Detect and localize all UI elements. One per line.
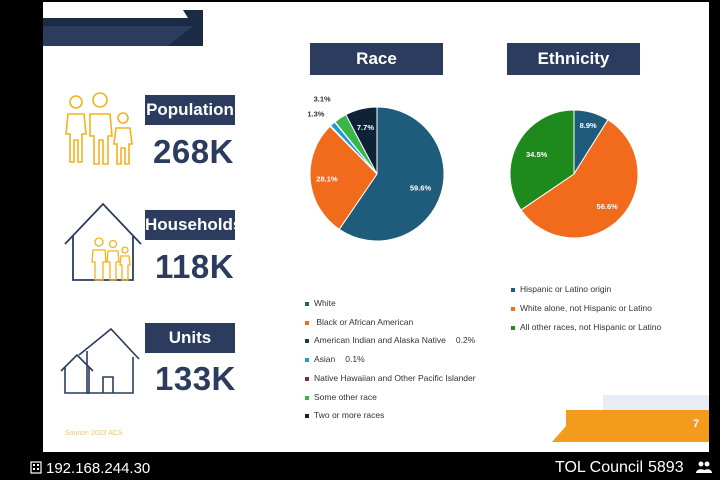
legend-swatch: [305, 395, 309, 400]
units-label: Units: [145, 323, 235, 353]
legend-item-native-hawaiian: Native Hawaiian and Other Pacific Island…: [305, 374, 476, 383]
people-icon: [65, 92, 133, 165]
legend-note: 0.2%: [455, 335, 476, 345]
legend-label: White alone, not Hispanic or Latino: [520, 303, 652, 313]
race-chart-title: Race: [310, 43, 443, 75]
legend-label: Native Hawaiian and Other Pacific Island…: [314, 373, 476, 383]
legend-label: Hispanic or Latino origin: [520, 284, 612, 294]
legend-swatch: [511, 325, 515, 330]
race-pie-chart: 59.6% 28.1% 1.3% 3.1% 7.7%: [307, 95, 445, 242]
legend-item-some-other: Some other race: [305, 393, 377, 402]
population-label: Population: [145, 95, 235, 125]
data-label: 8.9%: [580, 121, 597, 130]
legend-item-asian: Asian 0.1%: [305, 355, 365, 364]
data-label: 1.3%: [307, 109, 324, 118]
houses-icon: [60, 327, 140, 394]
units-value: 133K: [155, 360, 236, 397]
footer-accent: [552, 410, 709, 442]
legend-item-other-non-hispanic: All other races, not Hispanic or Latino: [511, 323, 661, 332]
data-label: 59.6%: [410, 183, 432, 192]
legend-label: Two or more races: [314, 410, 385, 420]
legend-item-black: Black or African American: [305, 318, 413, 327]
data-label: 28.1%: [316, 174, 338, 183]
presentation-slide: Population 268K Households 118K Units 13…: [43, 2, 709, 452]
legend-label: American Indian and Alaska Native: [314, 335, 446, 345]
legend-swatch: [305, 413, 309, 418]
source-note: Source: 2023 ACS: [65, 430, 123, 437]
legend-item-american-indian: American Indian and Alaska Native 0.2%: [305, 336, 475, 345]
legend-swatch: [305, 357, 309, 362]
ethnicity-pie-chart: 8.9% 56.6% 34.5%: [509, 109, 639, 239]
pie-slice-all-other-races-not-hispanic-or-latino: [509, 109, 575, 211]
room-number: 5893: [648, 459, 684, 476]
legend-label: Some other race: [314, 392, 377, 402]
data-label: 34.5%: [526, 150, 548, 159]
ethnicity-chart-title: Ethnicity: [507, 43, 640, 75]
legend-swatch: [305, 338, 309, 343]
meeting-name: TOL Council: [555, 459, 644, 476]
top-banner-accent: [43, 10, 203, 46]
data-label: 3.1%: [314, 95, 331, 104]
households-label: Households: [145, 210, 242, 240]
population-value: 268K: [153, 133, 234, 170]
legend-swatch: [305, 320, 309, 325]
legend-item-hispanic: Hispanic or Latino origin: [511, 285, 611, 294]
legend-swatch: [305, 301, 309, 306]
pie-slice-white: [338, 106, 445, 242]
pie-slice-black-or-african-american: [309, 125, 378, 231]
legend-label: All other races, not Hispanic or Latino: [520, 322, 662, 332]
pie-slice-two-or-more-races: [345, 106, 378, 175]
data-label: 7.7%: [357, 123, 374, 132]
legend-label: Asian: [314, 354, 336, 364]
legend-item-white: White: [305, 299, 336, 308]
house-family-icon: [64, 202, 142, 281]
legend-swatch: [305, 376, 309, 381]
building-icon: [30, 461, 42, 474]
legend-label: White: [314, 298, 336, 308]
legend-item-two-or-more: Two or more races: [305, 411, 384, 420]
pie-slice-white-alone-not-hispanic-or-latino: [520, 119, 639, 239]
legend-swatch: [511, 287, 515, 292]
taskbar: 192.168.244.30 TOL Council 5893: [0, 454, 720, 480]
households-value: 118K: [155, 248, 235, 285]
data-label: 56.6%: [597, 202, 619, 211]
page-number: 7: [693, 418, 700, 430]
legend-note: 0.1%: [345, 354, 365, 364]
ethnicity-legend: Hispanic or Latino origin White alone, n…: [511, 285, 701, 335]
ip-address: 192.168.244.30: [46, 460, 151, 477]
legend-label: Black or African American: [314, 317, 414, 327]
legend-swatch: [511, 306, 515, 311]
participants-icon[interactable]: [696, 460, 712, 474]
legend-item-white-non-hispanic: White alone, not Hispanic or Latino: [511, 304, 652, 313]
race-legend: White Black or African American American…: [305, 299, 545, 424]
